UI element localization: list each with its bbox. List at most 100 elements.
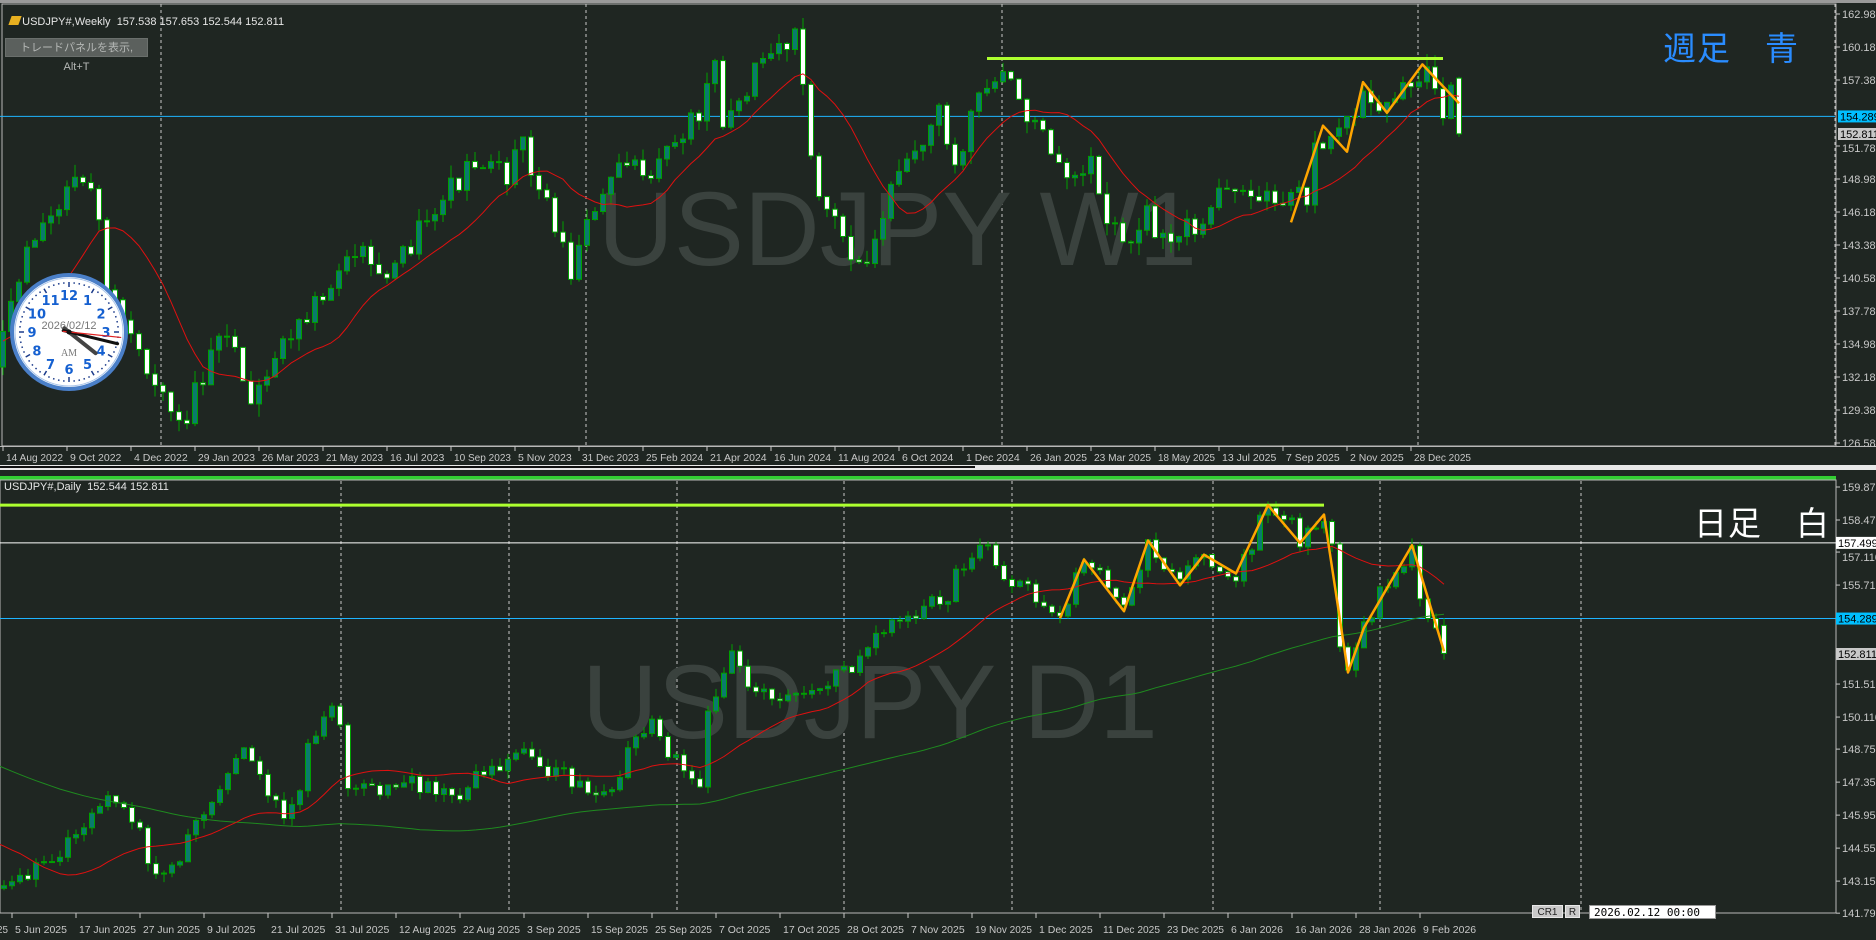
bull-candle [17, 874, 23, 883]
bear-candle [777, 698, 783, 702]
bear-candle [800, 28, 806, 85]
datetime-input[interactable]: 2026.02.12 00:00 [1589, 905, 1716, 919]
bull-candle [48, 215, 54, 224]
bull-candle [809, 690, 815, 695]
bear-candle [784, 42, 790, 50]
time-axis-label: 11 Aug 2024 [838, 452, 895, 464]
bull-candle [673, 754, 679, 758]
bear-candle [801, 692, 807, 695]
clock-tick [39, 291, 42, 294]
bear-candle [560, 231, 566, 243]
bull-candle [217, 789, 223, 803]
bull-candle [409, 775, 415, 784]
bull-candle [929, 596, 935, 607]
bear-candle [320, 296, 326, 301]
bear-candle [585, 780, 591, 794]
daily-watermark: USDJPY D1 [582, 644, 1158, 761]
bull-candle [1112, 222, 1118, 225]
bull-candle [169, 864, 175, 874]
time-axis-label: 31 Dec 2023 [582, 452, 639, 464]
bull-candle [233, 757, 239, 775]
time-axis-label: 26 Mar 2023 [262, 452, 319, 464]
time-axis-label: 13 Jul 2025 [1222, 452, 1276, 464]
bull-candle [600, 193, 606, 213]
bull-candle [1032, 119, 1038, 123]
bear-candle [449, 788, 455, 796]
bear-candle [224, 335, 230, 338]
bear-candle [88, 182, 94, 190]
bear-candle [1272, 190, 1278, 204]
bull-candle [688, 112, 694, 140]
time-axis-label: 7 Sep 2025 [1286, 452, 1340, 464]
bull-candle [192, 382, 198, 425]
bull-candle [336, 270, 342, 289]
bull-candle [440, 199, 446, 216]
bull-candle [976, 92, 982, 112]
bear-candle [681, 754, 687, 772]
bull-candle [424, 220, 430, 223]
clock-tick [96, 370, 99, 373]
clock-tick [43, 370, 48, 376]
show-trade-panel-button[interactable]: トレードパネルを表示, Alt+T [5, 38, 148, 73]
weekly-close-tag-bg [1838, 128, 1876, 140]
bear-candle [1256, 195, 1262, 202]
bear-candle [1048, 129, 1054, 155]
bull-candle [40, 222, 46, 241]
time-axis-label: 7 Nov 2025 [911, 924, 965, 936]
clock-tick [100, 367, 104, 370]
time-axis-label: 11 Dec 2025 [1103, 924, 1160, 936]
bear-candle [288, 338, 294, 341]
active-pane-indicator [0, 476, 1836, 480]
time-axis-label: 4 Dec 2022 [134, 452, 188, 464]
bear-candle [536, 174, 542, 191]
bull-candle [161, 872, 167, 875]
time-axis-label: 16 Jun 2024 [774, 452, 831, 464]
bull-candle [520, 136, 526, 151]
bull-candle [465, 787, 471, 801]
bull-candle [513, 752, 519, 760]
price-axis-label: 155.710 [1842, 580, 1876, 592]
weekly-chart-header: USDJPY#,Weekly 157.538 157.653 152.544 1… [4, 4, 284, 28]
bull-candle [713, 696, 719, 712]
bear-candle [1016, 78, 1022, 100]
clock-number: 6 [64, 363, 73, 378]
bull-candle [705, 710, 711, 788]
bull-candle [241, 747, 247, 759]
bear-candle [745, 665, 751, 688]
bull-candle [65, 837, 71, 858]
bull-candle [432, 214, 438, 222]
weekly-chart[interactable]: USDJPY W1162.980160.180157.380151.780148… [0, 0, 1876, 470]
bull-candle [888, 183, 894, 219]
bear-candle [528, 136, 534, 176]
bull-candle [825, 685, 831, 690]
bear-candle [569, 767, 575, 788]
bull-candle [632, 159, 638, 166]
clock-tick [104, 363, 107, 367]
time-axis-label: 18 May 2025 [1158, 452, 1215, 464]
bull-candle [97, 805, 103, 814]
daily-bid-tag: 154.289 [1838, 614, 1876, 626]
clock-number: 9 [27, 326, 36, 341]
price-axis-label: 137.780 [1842, 306, 1876, 318]
clock-tick [88, 286, 91, 288]
time-axis-label: 6 Jan 2026 [1231, 924, 1283, 936]
price-axis-label: 151.510 [1842, 679, 1876, 691]
bull-candle [865, 647, 871, 657]
daily-slow-ma-line [0, 613, 1445, 832]
bear-candle [121, 802, 127, 808]
bull-candle [776, 42, 782, 55]
bull-candle [425, 781, 431, 794]
price-axis-label: 143.150 [1842, 876, 1876, 888]
time-axis-label: 10 Sep 2023 [454, 452, 511, 464]
bull-candle [1249, 549, 1255, 555]
bear-candle [113, 795, 119, 804]
time-axis-label: 28 Dec 2025 [1414, 452, 1471, 464]
bear-candle [25, 874, 31, 880]
bull-candle [728, 110, 734, 128]
clock-number: 5 [83, 358, 92, 373]
r-button[interactable]: R [1565, 905, 1580, 918]
clock-pivot [66, 329, 72, 335]
cr1-button[interactable]: CR1 [1532, 905, 1563, 918]
daily-note: 日足 白 [1694, 505, 1830, 542]
